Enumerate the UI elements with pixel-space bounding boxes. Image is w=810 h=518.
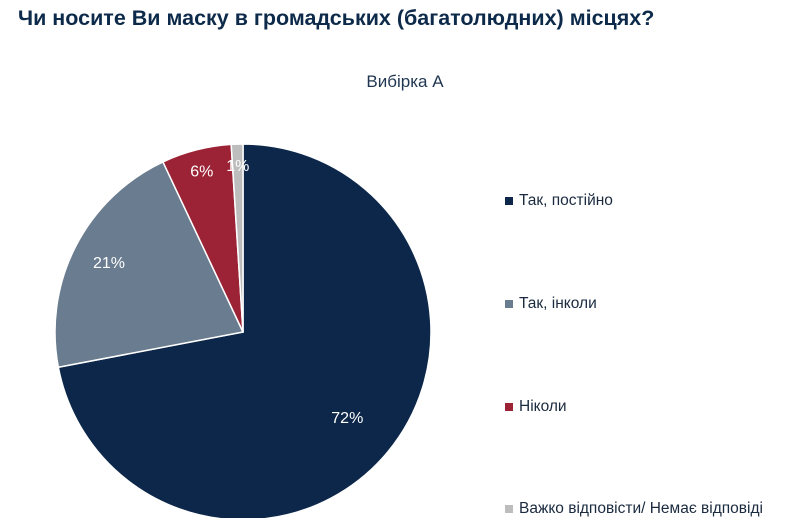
pie-slice-always	[57, 143, 432, 518]
chart-title: Чи носите Ви маску в громадських (багато…	[18, 6, 655, 30]
data-label-always: 72%	[331, 410, 363, 427]
pie-slice-hard-to-say	[230, 143, 244, 333]
chart-subtitle: Вибірка А	[366, 72, 444, 91]
data-label-sometimes: 21%	[93, 255, 125, 272]
data-label-never: 6%	[190, 163, 213, 180]
pie-slice-sometimes	[54, 160, 245, 369]
data-label-hard-to-say: 1%	[226, 158, 249, 175]
